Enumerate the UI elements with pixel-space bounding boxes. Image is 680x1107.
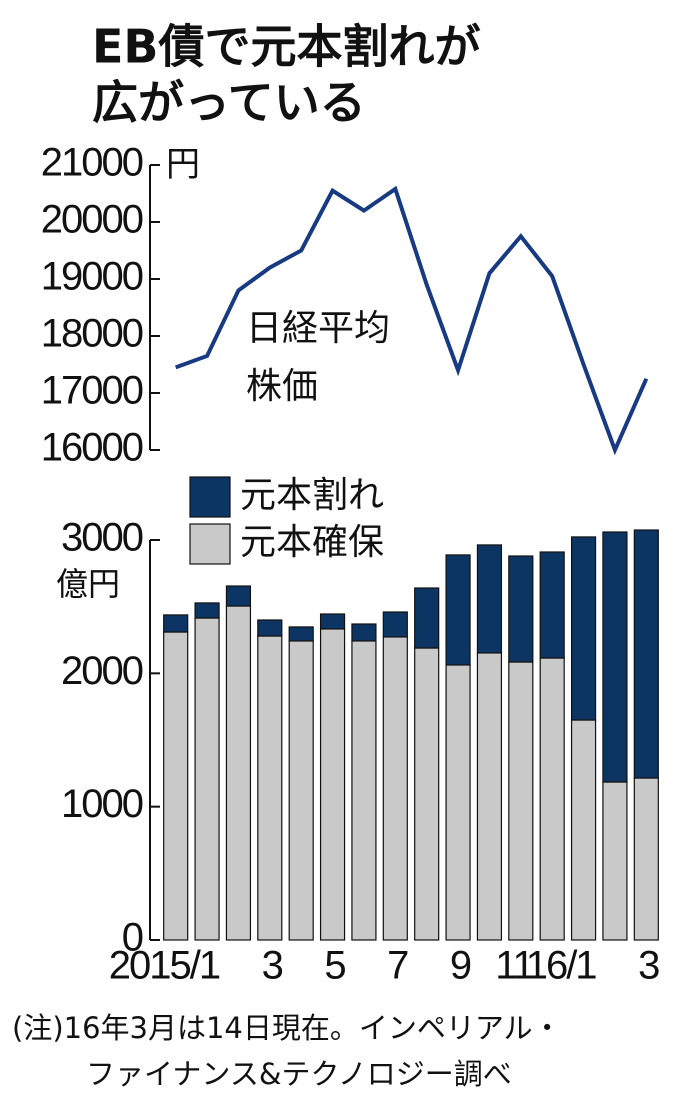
legend-swatch [189,523,231,565]
bar-segment [163,631,189,941]
x-tick-label: 3 [262,944,283,988]
y-tick-label: 20000 [41,198,143,242]
legend-swatch [189,476,231,518]
bar-segment [351,623,377,642]
x-tick-label: 11 [495,944,533,988]
bar-segment [570,536,597,721]
x-tick-label: 3 [638,944,659,988]
bar-segment [602,531,628,783]
x-tick-label: 7 [387,944,408,988]
bar-segment [445,554,471,666]
note: (注)16年3月は14日現在。インペリアル・ [12,1011,562,1045]
line [175,185,649,456]
bar-segment [319,613,346,630]
note: ファイナンス&テクノロジー調べ [86,1057,512,1091]
y-tick-label: 17000 [41,369,143,413]
bar-segment [382,611,408,638]
title-line: 広がっている [92,76,366,130]
bar-segment [319,628,346,941]
bar-segment [225,585,252,607]
bar-segment [225,605,252,941]
bar-segment [570,719,597,941]
bar-segment [539,657,565,941]
y-tick-label: 0 [122,916,143,960]
bar-segment [414,647,440,941]
bar-segment [508,555,534,663]
bar-segment [414,587,440,649]
bar-segment [633,777,659,941]
legend-label: 元本確保 [240,522,384,563]
bar-segment [382,636,408,941]
x-tick-label: 16/1 [526,944,597,988]
y-tick-label: 16000 [41,426,143,470]
x-tick-label: 5 [324,944,345,988]
bar-segment [476,652,503,941]
bar-segment [194,602,220,619]
bar-segment [351,640,377,941]
y-tick-label: 1000 [61,782,143,826]
bar-segment [445,664,471,941]
line-annotation: 株価 [246,366,318,407]
unit-label: 円 [166,145,200,185]
bar-segment [257,619,283,637]
bar-segment [288,626,314,642]
y-tick-label: 21000 [41,141,143,185]
bar-segment [194,617,220,941]
x-tick-label: 2015/1 [109,944,220,988]
legend-label: 元本割れ [240,475,384,516]
bar-segment [476,544,503,654]
y-tick-label: 19000 [41,255,143,299]
line-annotation: 日経平均 [246,308,390,349]
unit-label: 億円 [56,565,120,603]
y-tick-label: 18000 [41,312,143,356]
bar-segment [633,529,659,779]
bar-segment [257,635,283,941]
y-tick-label: 3000 [61,516,143,560]
bar-segment [539,551,565,659]
bar-segment [602,781,628,941]
title-line: EB債で元本割れが [92,20,480,74]
y-tick-label: 2000 [61,649,143,693]
bar-segment [163,614,189,633]
bar-segment [288,640,314,941]
bar-segment [508,661,534,941]
x-tick-label: 9 [450,944,471,988]
